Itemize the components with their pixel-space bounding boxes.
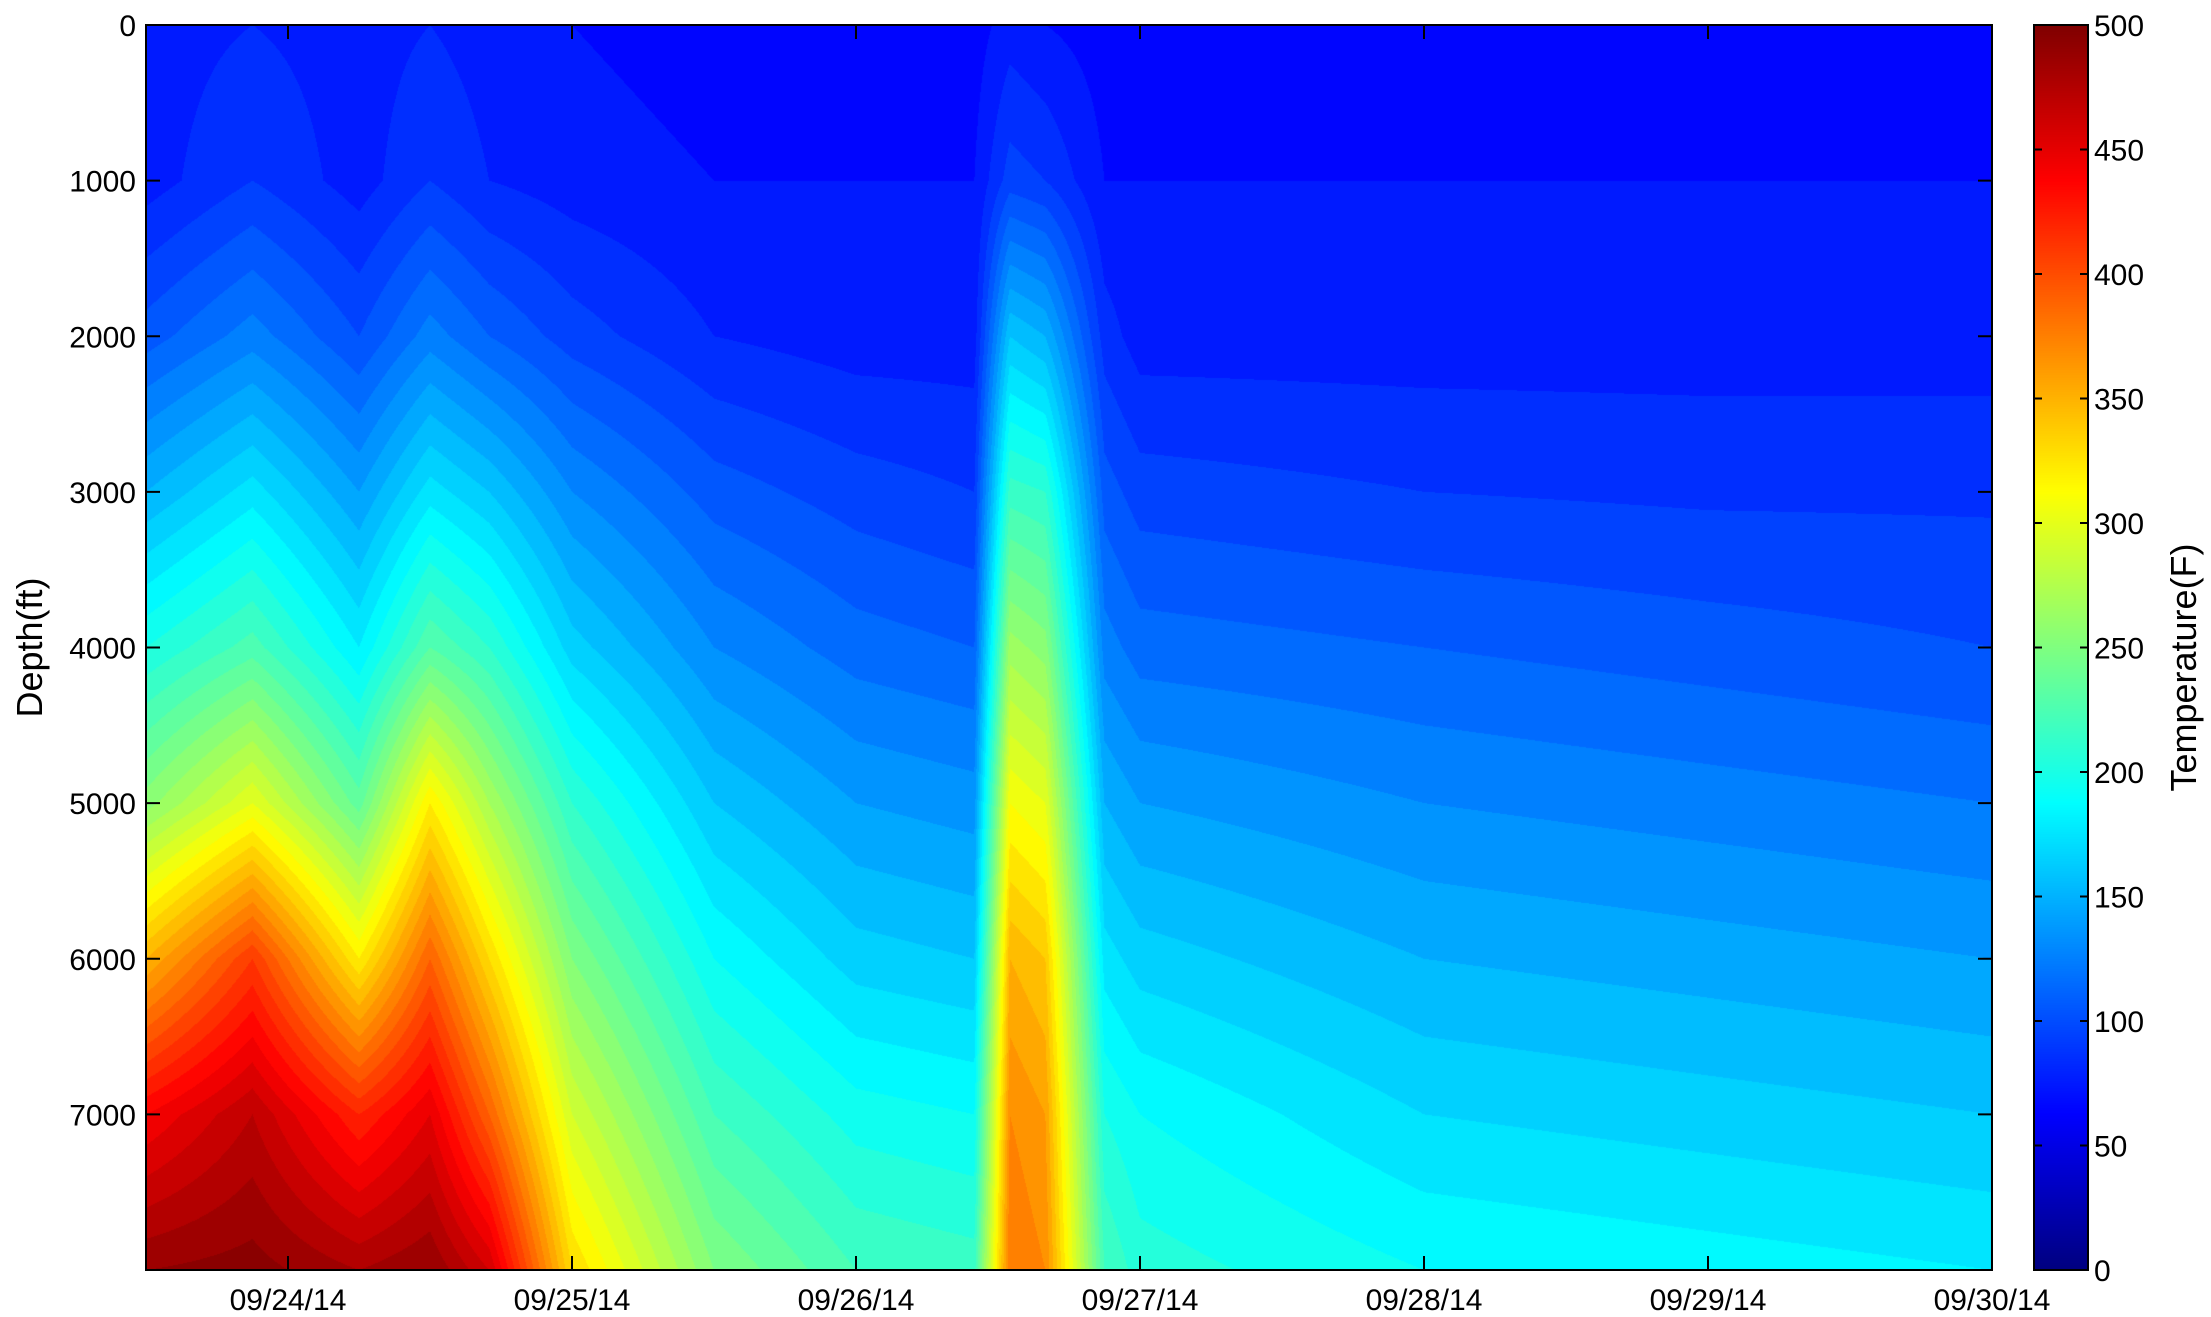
x-tick-label: 09/25/14	[514, 1284, 631, 1317]
x-tick-label: 09/24/14	[230, 1284, 347, 1317]
colorbar-tick-label: 250	[2094, 633, 2144, 666]
x-tick-label: 09/27/14	[1082, 1284, 1199, 1317]
temperature-heatmap	[146, 25, 1992, 1270]
y-tick-label: 4000	[69, 633, 136, 666]
colorbar-tick-label: 200	[2094, 757, 2144, 790]
heatmap-cells	[146, 25, 1992, 1270]
colorbar-gradient	[2034, 25, 2088, 1270]
x-axis: 09/24/14 09/25/14 09/26/14 09/27/14 09/28/14…	[230, 25, 2051, 1317]
colorbar-axis: 0 50 100 150 200 250 300 350 400 450 500	[2034, 10, 2144, 1288]
colorbar-tick-label: 450	[2094, 135, 2144, 168]
colorbar-tick-label: 350	[2094, 384, 2144, 417]
colorbar-label: Temperature(F)	[2163, 543, 2204, 791]
colorbar-tick-label: 150	[2094, 882, 2144, 915]
y-tick-label: 1000	[69, 166, 136, 199]
colorbar-tick-label: 500	[2094, 10, 2144, 43]
x-tick-label: 09/30/14	[1934, 1284, 2051, 1317]
x-tick-label: 09/26/14	[798, 1284, 915, 1317]
colorbar-tick-label: 50	[2094, 1131, 2127, 1164]
y-tick-label: 6000	[69, 944, 136, 977]
colorbar-tick-label: 300	[2094, 508, 2144, 541]
colorbar	[2034, 25, 2088, 1270]
colorbar-tick-label: 0	[2094, 1255, 2111, 1288]
x-tick-label: 09/29/14	[1650, 1284, 1767, 1317]
y-axis: 0 1000 2000 3000 4000 5000 6000 7000	[69, 10, 1992, 1132]
x-tick-label: 09/28/14	[1366, 1284, 1483, 1317]
y-axis-label: Depth(ft)	[9, 577, 50, 717]
y-tick-label: 3000	[69, 477, 136, 510]
colorbar-tick-label: 100	[2094, 1006, 2144, 1039]
y-tick-label: 2000	[69, 321, 136, 354]
colorbar-tick-label: 400	[2094, 259, 2144, 292]
y-tick-label: 0	[119, 10, 136, 43]
y-tick-label: 5000	[69, 788, 136, 821]
y-tick-label: 7000	[69, 1099, 136, 1132]
